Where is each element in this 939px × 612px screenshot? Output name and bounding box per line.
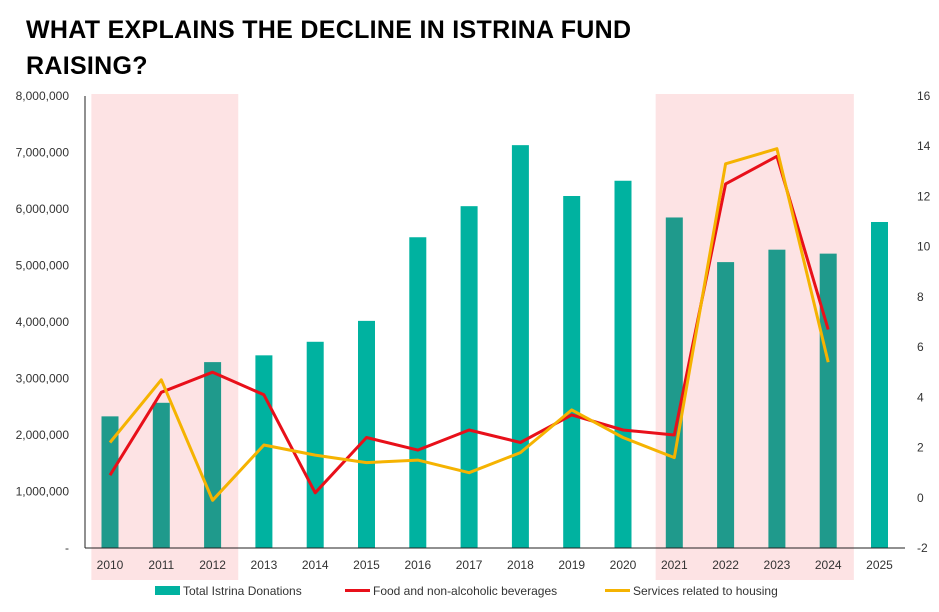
y-right-tick-label: -2 (917, 541, 928, 555)
bar-2021 (665, 217, 683, 548)
x-tick-label: 2016 (404, 558, 431, 572)
x-tick-label: 2015 (353, 558, 380, 572)
y-right-tick-label: 4 (917, 390, 924, 404)
x-tick-label: 2024 (815, 558, 842, 572)
bar-2020 (614, 180, 632, 548)
legend-swatch-donations (155, 586, 180, 595)
y-right-tick-label: 8 (917, 290, 924, 304)
x-tick-label: 2023 (764, 558, 791, 572)
x-tick-label: 2021 (661, 558, 688, 572)
y-left-tick-label: 3,000,000 (16, 372, 70, 386)
x-tick-label: 2018 (507, 558, 534, 572)
bar-2024 (819, 253, 837, 548)
x-tick-label: 2011 (148, 558, 174, 572)
legend-label: Total Istrina Donations (183, 584, 302, 598)
x-tick-label: 2013 (251, 558, 278, 572)
bar-2011 (152, 402, 170, 548)
bar-2017 (460, 206, 478, 549)
y-left-tick-label: - (65, 541, 69, 555)
y-left-tick-label: 8,000,000 (16, 89, 70, 103)
y-right-tick-label: 2 (917, 441, 924, 455)
y-left-tick-label: 6,000,000 (16, 202, 70, 216)
chart-title: WHAT EXPLAINS THE DECLINE IN ISTRINA FUN… (26, 16, 632, 80)
y-right-tick-label: 10 (917, 240, 931, 254)
bar-2015 (358, 320, 375, 548)
bar-2019 (563, 196, 581, 548)
bar-2016 (409, 237, 427, 548)
x-tick-label: 2010 (97, 558, 124, 572)
bar-2012 (204, 362, 222, 548)
y-right-tick-label: 16 (917, 89, 931, 103)
bar-2025 (871, 221, 888, 548)
x-tick-label: 2019 (558, 558, 585, 572)
legend-label: Services related to housing (633, 584, 778, 598)
y-left-tick-label: 7,000,000 (16, 146, 70, 160)
y-left-tick-label: 1,000,000 (16, 485, 70, 499)
x-tick-label: 2025 (866, 558, 893, 572)
y-left-tick-label: 2,000,000 (16, 428, 70, 442)
y-left-tick-label: 4,000,000 (16, 315, 70, 329)
bar-2022 (717, 262, 735, 548)
y-right-tick-label: 6 (917, 340, 924, 354)
y-right-tick-label: 0 (917, 491, 924, 505)
y-left-tick-label: 5,000,000 (16, 259, 70, 273)
y-right-tick-label: 14 (917, 139, 931, 153)
x-tick-label: 2020 (610, 558, 637, 572)
x-tick-label: 2017 (456, 558, 483, 572)
x-tick-label: 2022 (712, 558, 739, 572)
x-tick-label: 2014 (302, 558, 329, 572)
bar-2023 (768, 249, 786, 548)
bar-2014 (306, 341, 324, 548)
bar-2010 (101, 416, 119, 548)
line-series-2 (108, 147, 830, 502)
legend-label: Food and non-alcoholic beverages (373, 584, 557, 598)
x-tick-label: 2012 (199, 558, 226, 572)
y-right-tick-label: 12 (917, 189, 931, 203)
bar-2018 (511, 145, 529, 548)
